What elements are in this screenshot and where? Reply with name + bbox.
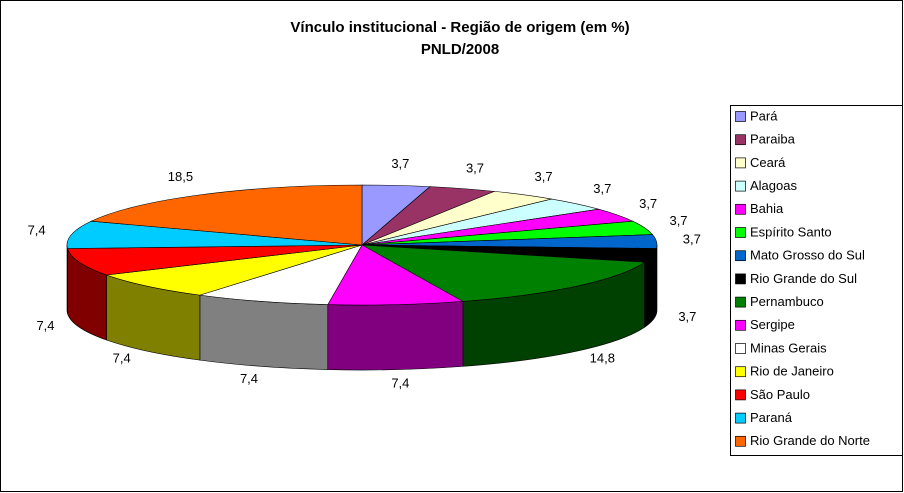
- legend-label: Paraná: [750, 410, 793, 425]
- slice: [89, 184, 363, 246]
- legend-box: [730, 105, 903, 456]
- legend-label: Sergipe: [750, 317, 795, 332]
- data-label: 3,7: [678, 309, 696, 324]
- legend-label: São Paulo: [750, 387, 810, 402]
- slice: [106, 244, 363, 296]
- legend-label: Paraiba: [750, 132, 796, 147]
- legend-label: Pernambuco: [750, 294, 824, 309]
- legend-label: Pará: [750, 108, 778, 123]
- data-label: 7,4: [28, 222, 46, 237]
- slice-side: [199, 294, 329, 370]
- legend-swatch: [735, 343, 746, 354]
- legend-swatch: [735, 227, 746, 238]
- data-label: 7,4: [391, 375, 409, 390]
- legend-label: Mato Grosso do Sul: [750, 248, 865, 263]
- legend-label: Alagoas: [750, 178, 797, 193]
- data-label: 3,7: [669, 213, 687, 228]
- legend-label: Minas Gerais: [750, 340, 827, 355]
- data-label: 7,4: [113, 351, 131, 366]
- legend-swatch: [735, 180, 746, 192]
- legend-swatch: [735, 111, 746, 122]
- data-label: 3,7: [535, 169, 553, 184]
- legend-swatch: [735, 157, 746, 169]
- legend-swatch: [735, 412, 746, 424]
- legend-label: Ceará: [750, 155, 786, 170]
- data-label: 14,8: [590, 351, 615, 366]
- chart-title: Vínculo institucional - Região de origem…: [290, 19, 629, 36]
- legend-swatch: [735, 250, 746, 262]
- slice: [67, 244, 363, 276]
- slice: [66, 220, 363, 249]
- legend-label: Rio Grande do Norte: [750, 433, 870, 448]
- slice: [199, 244, 363, 305]
- chart-subtitle: PNLD/2008: [421, 41, 499, 58]
- legend-swatch: [735, 134, 746, 146]
- legend-swatch: [735, 273, 746, 285]
- legend-swatch: [735, 296, 746, 308]
- legend-label: Bahia: [750, 201, 784, 216]
- slice: [361, 244, 646, 302]
- legend-swatch: [735, 389, 746, 401]
- data-label: 3,7: [466, 160, 484, 175]
- slice-side: [327, 301, 464, 371]
- data-label: 3,7: [639, 196, 657, 211]
- data-label: 18,5: [168, 169, 193, 184]
- legend-swatch: [735, 435, 746, 447]
- legend-label: Rio Grande do Sul: [750, 271, 857, 286]
- data-label: 7,4: [240, 371, 258, 386]
- legend-swatch: [735, 366, 746, 378]
- legend-label: Rio de Janeiro: [750, 364, 834, 379]
- data-label: 3,7: [683, 232, 701, 247]
- legend-label: Espírito Santo: [750, 224, 832, 239]
- legend-swatch: [735, 203, 746, 215]
- slice: [327, 244, 464, 306]
- data-label: 3,7: [391, 156, 409, 171]
- legend-swatch: [735, 319, 746, 331]
- data-label: 3,7: [593, 181, 611, 196]
- data-label: 7,4: [36, 318, 54, 333]
